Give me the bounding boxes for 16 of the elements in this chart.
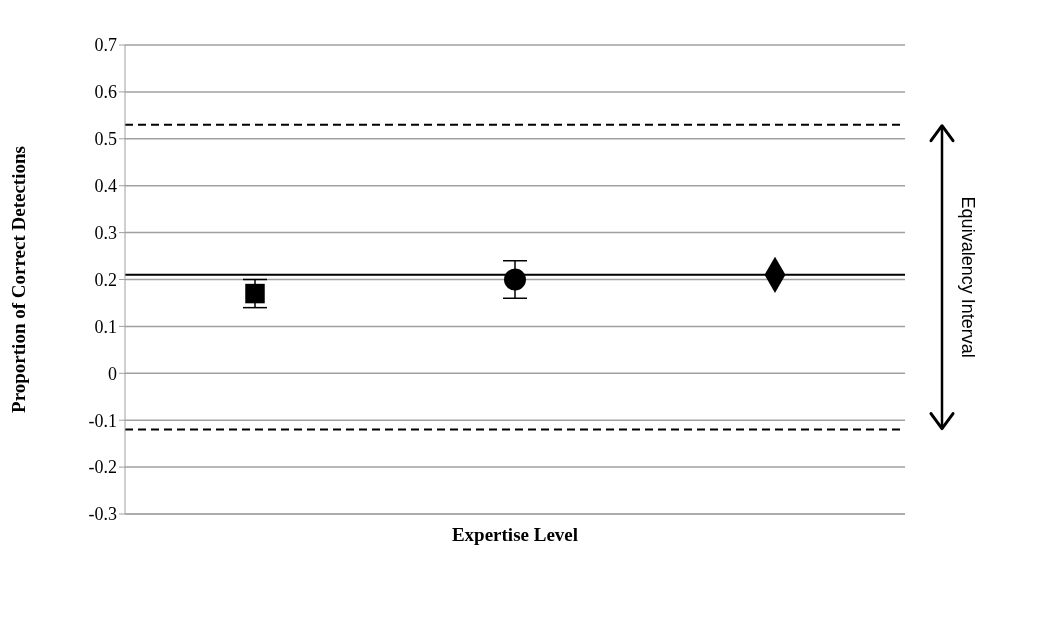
point [245,283,265,304]
y-tick-label: 0.7 [94,35,117,56]
y-tick-label: 0.1 [94,316,117,337]
text: Equivalency Interval [958,196,978,358]
y-tick-label: -0.2 [88,457,117,478]
x-axis-title: Expertise Level [451,524,579,546]
y-tick-label: 0 [108,363,117,384]
y-tick-label: 0.5 [94,129,117,150]
y-tick-label: -0.1 [88,410,117,431]
y-tick-label: 0.6 [94,82,117,103]
y-axis-title: Proportion of Correct Detections [7,146,29,413]
y-tick-label: -0.3 [88,504,117,525]
y-tick-label: 0.4 [94,176,117,197]
y-tick-label: 0.2 [94,269,117,290]
y-tick-label: 0.3 [94,222,117,243]
point [504,268,526,291]
